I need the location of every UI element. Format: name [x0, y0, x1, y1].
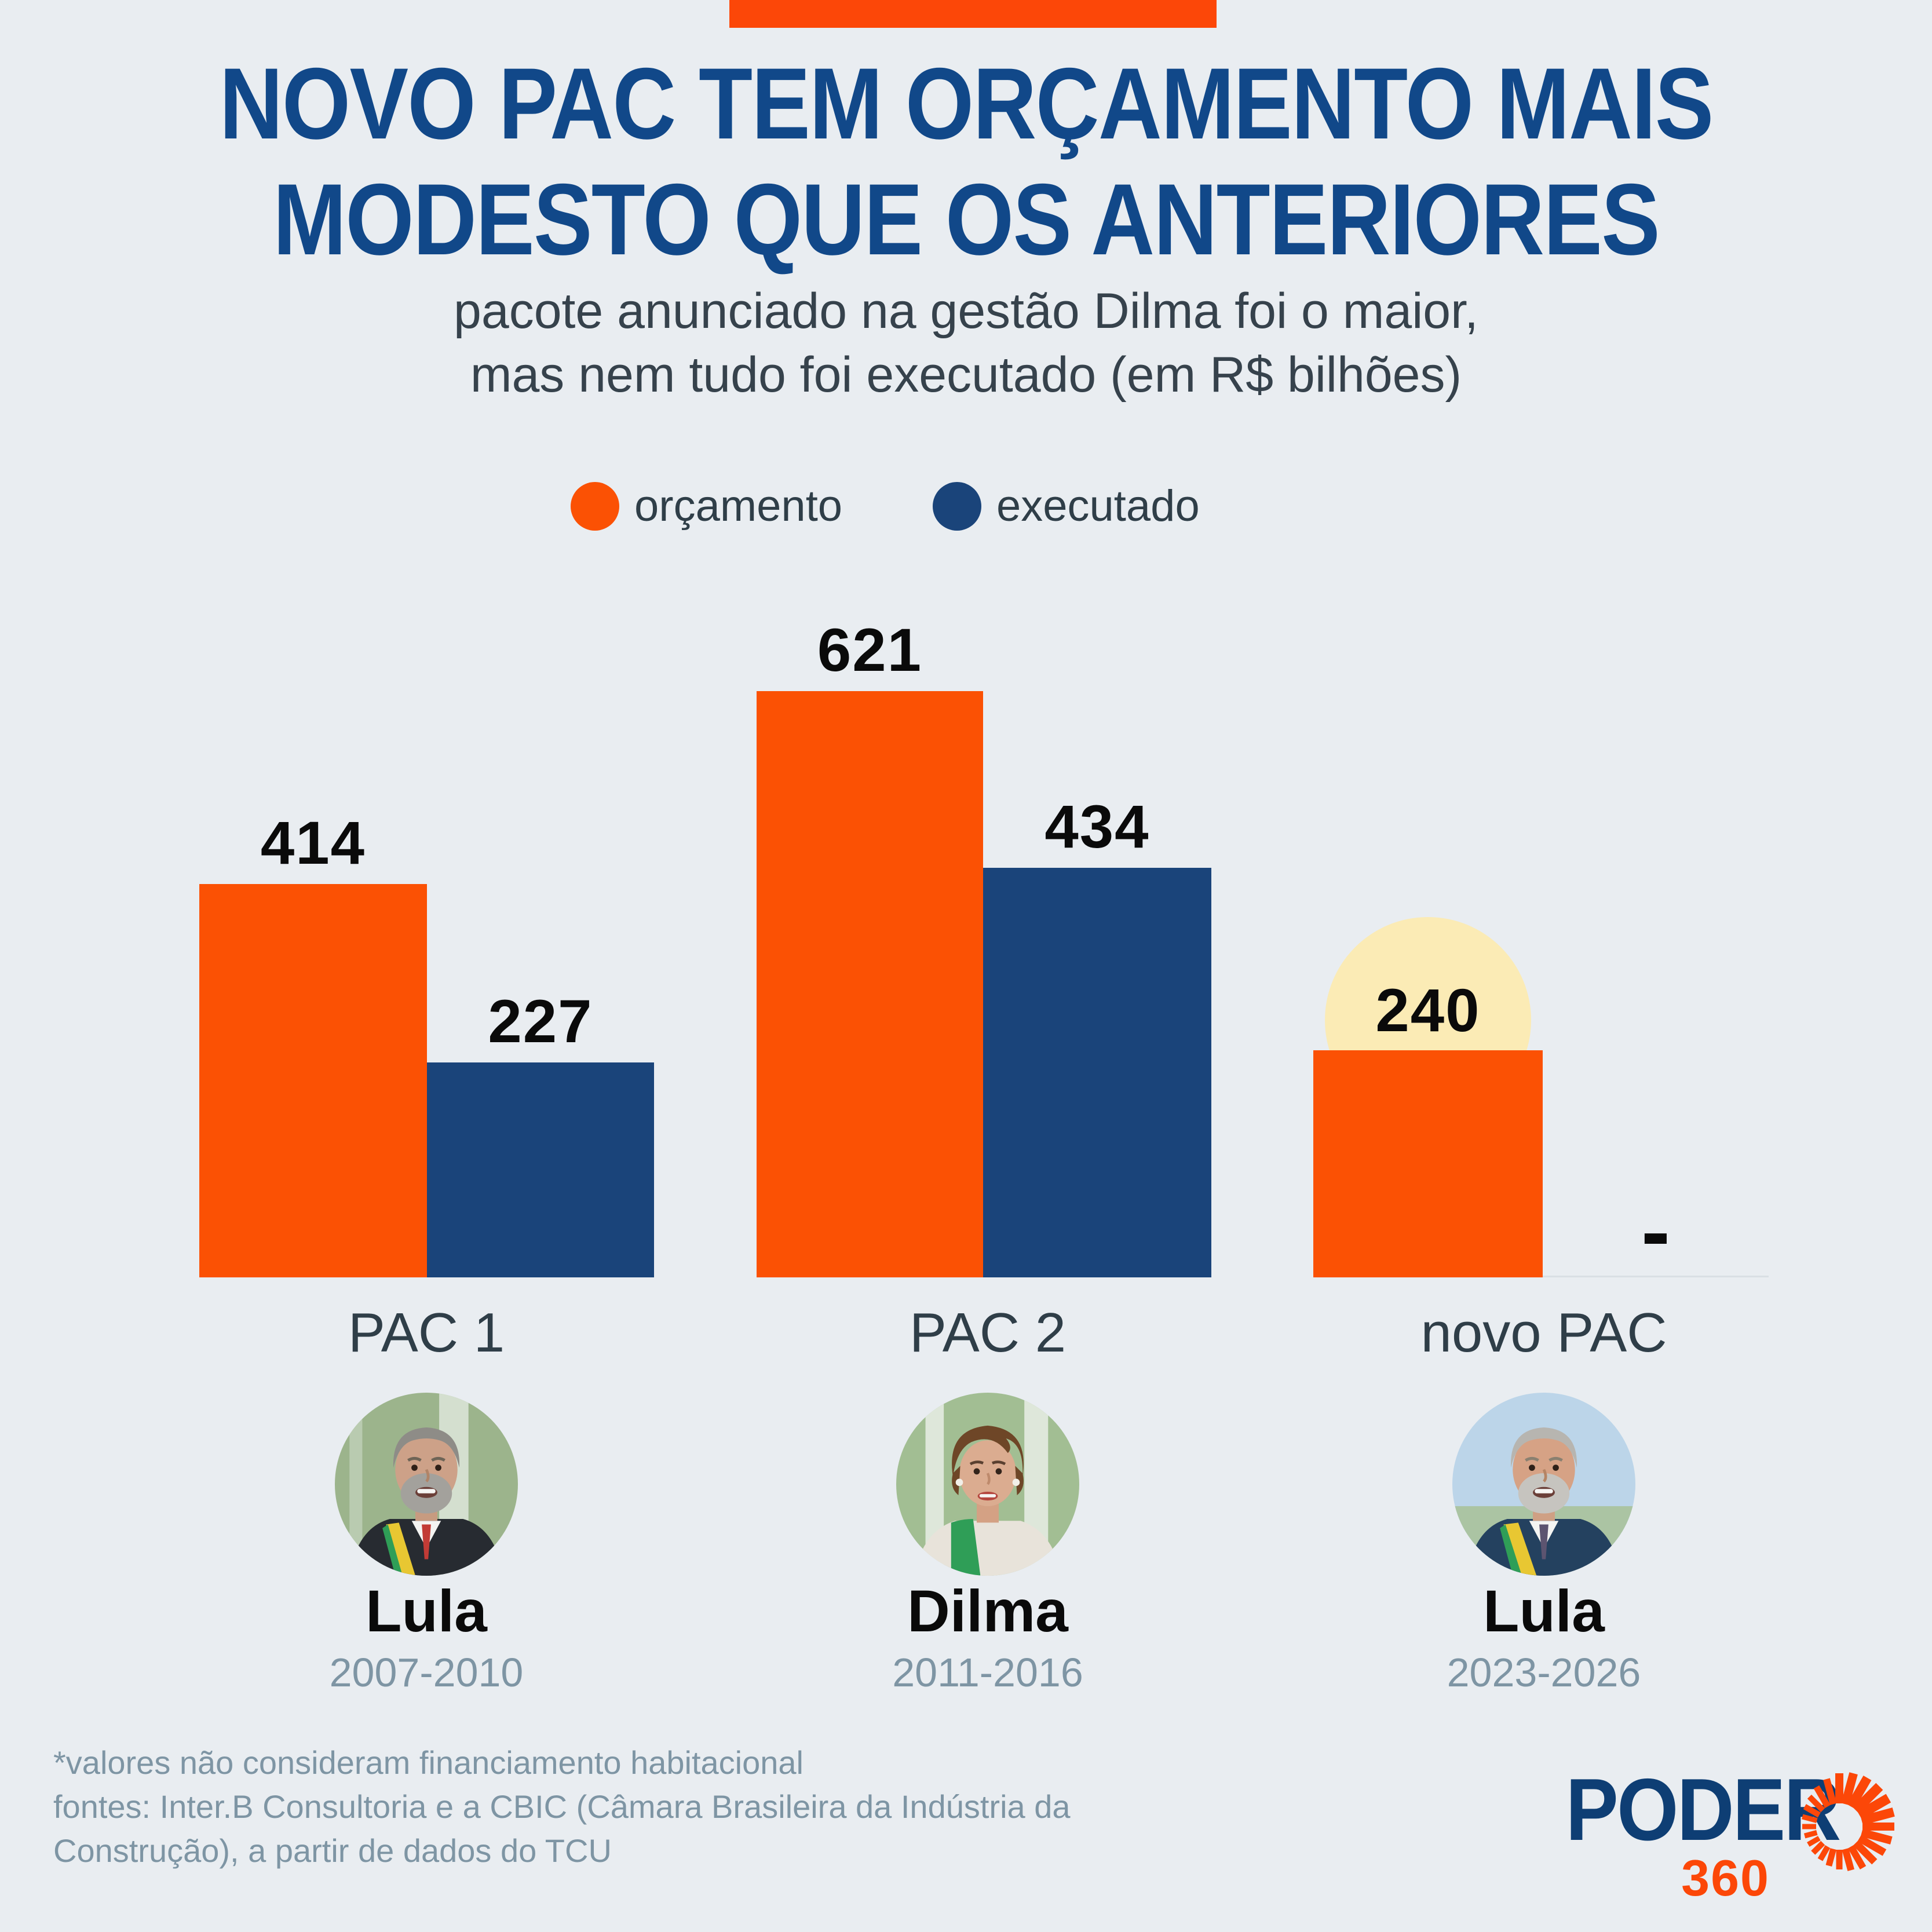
top-accent-bar	[729, 0, 1217, 28]
legend-dot-executado-icon	[933, 482, 981, 531]
bar-pac1-executado	[427, 1062, 654, 1277]
page-subtitle: pacote anunciado na gestão Dilma foi o m…	[0, 279, 1932, 407]
president-term-pac1: 2007-2010	[329, 1650, 524, 1695]
legend-label-orcamento: orçamento	[634, 481, 843, 531]
bar-pac2-executado	[983, 868, 1211, 1277]
president-term-novo-pac: 2023-2026	[1447, 1650, 1641, 1695]
value-label-pac2-orcamento: 621	[817, 616, 923, 684]
value-label-novo-pac-orcamento: 240	[1375, 977, 1481, 1044]
legend-dot-orcamento-icon	[571, 482, 619, 531]
subtitle-line-2: mas nem tudo foi executado (em R$ bilhõe…	[470, 347, 1462, 403]
lula-portrait-icon	[335, 1393, 518, 1576]
president-name-pac2: Dilma	[907, 1578, 1068, 1644]
bar-novo-pac-orcamento	[1313, 1050, 1543, 1277]
dilma-portrait-icon	[896, 1393, 1079, 1576]
president-name-pac1: Lula	[366, 1578, 487, 1644]
category-label-novo-pac: novo PAC	[1420, 1302, 1667, 1364]
lula-novo-pac-photo	[1452, 1393, 1635, 1576]
value-label-pac1-executado: 227	[488, 988, 593, 1056]
category-label-pac1: PAC 1	[348, 1302, 505, 1364]
subtitle-line-1: pacote anunciado na gestão Dilma foi o m…	[454, 283, 1478, 339]
value-label-novo-pac-executado: -	[1641, 1182, 1670, 1280]
poder360-sunburst-icon	[1802, 1772, 1895, 1871]
president-term-pac2: 2011-2016	[892, 1650, 1083, 1695]
value-label-pac1-orcamento: 414	[260, 809, 366, 877]
lula-portrait-icon	[1452, 1393, 1635, 1576]
title-line-2: MODESTO QUE OS ANTERIORES	[273, 163, 1660, 276]
missing-bar-baseline	[1543, 1276, 1769, 1277]
legend-item-orcamento: orçamento	[571, 479, 842, 534]
poder360-logo: PODER 360	[1535, 1766, 1906, 1911]
page-title: NOVO PAC TEM ORÇAMENTO MAIS MODESTO QUE …	[0, 46, 1932, 278]
poder360-brand-text: PODER	[1565, 1761, 1842, 1859]
value-label-pac2-executado: 434	[1044, 793, 1150, 861]
footer-notes: *valores não consideram financiamento ha…	[53, 1741, 1444, 1873]
category-label-pac2: PAC 2	[909, 1302, 1067, 1364]
bar-pac1-orcamento	[199, 884, 427, 1277]
footnote: *valores não consideram financiamento ha…	[53, 1744, 804, 1781]
lula-pac1-photo	[335, 1393, 518, 1576]
dilma-photo	[896, 1393, 1079, 1576]
sources-line-1: fontes: Inter.B Consultoria e a CBIC (Câ…	[53, 1788, 1071, 1825]
poder360-suffix-text: 360	[1681, 1849, 1770, 1907]
bar-pac2-orcamento	[757, 691, 983, 1277]
president-name-novo-pac: Lula	[1483, 1578, 1605, 1644]
legend-label-executado: executado	[996, 481, 1200, 531]
sources-line-2: Construção), a partir de dados do TCU	[53, 1832, 612, 1869]
legend-item-executado: executado	[933, 479, 1200, 534]
title-line-1: NOVO PAC TEM ORÇAMENTO MAIS	[219, 48, 1714, 160]
